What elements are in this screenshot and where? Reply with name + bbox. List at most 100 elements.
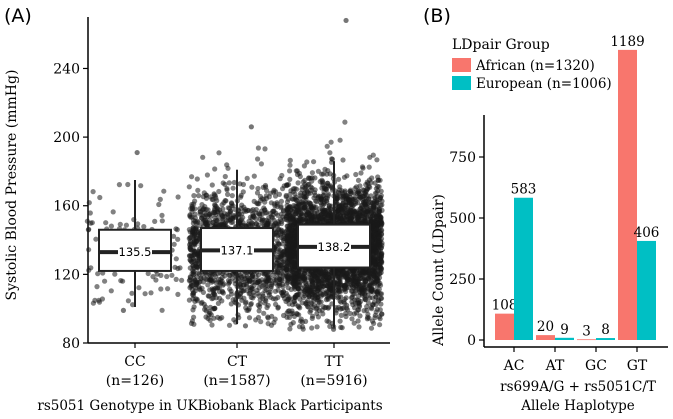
panel-a-point: [340, 157, 346, 163]
panel-a-point: [340, 207, 346, 213]
panel-a-point: [305, 219, 312, 225]
panel-a-point: [342, 119, 348, 125]
panel-a-point: [357, 183, 363, 189]
panel-a-point: [375, 241, 381, 247]
panel-a-point: [325, 193, 331, 199]
panel-a-point: [326, 219, 332, 225]
panel-a-point: [311, 159, 317, 165]
panel-a-point: [231, 179, 237, 186]
panel-a-point: [237, 181, 243, 187]
panel-a-point: [125, 181, 131, 188]
panel-a-point: [102, 278, 108, 284]
panel-a-point: [130, 302, 136, 308]
panel-a-point: [371, 215, 377, 222]
panel-a-point: [164, 273, 170, 280]
panel-a-point: [203, 308, 209, 314]
panel-a-point-min: [120, 307, 127, 313]
panel-a-point: [320, 218, 326, 224]
panel-a-point: [352, 305, 358, 311]
panel-a-point: [374, 198, 380, 204]
panel-a-point: [351, 320, 357, 326]
panel-a-point: [315, 314, 321, 320]
panel-a-point: [220, 222, 226, 228]
panel-a-point: [324, 143, 330, 149]
panel-a-point: [296, 291, 302, 298]
panel-a-point: [108, 223, 114, 229]
panel-a-point: [258, 319, 264, 325]
panel-a-point: [279, 172, 285, 179]
panel-a-point: [212, 166, 218, 172]
panel-a-point: [309, 325, 315, 331]
panel-a-point: [292, 186, 298, 192]
panel-a-point: [212, 305, 218, 312]
panel-a-point: [342, 188, 348, 194]
panel-a-point: [306, 293, 312, 299]
panel-a-point: [305, 209, 311, 216]
panel-a-point: [225, 191, 231, 197]
panel-a-y-tick-label: 80: [62, 336, 80, 352]
panel-a-point: [347, 190, 353, 197]
panel-a-point: [215, 314, 221, 320]
panel-a-point: [310, 206, 316, 212]
panel-a-point: [199, 299, 205, 305]
panel-a-point: [344, 278, 350, 284]
panel-a-point: [283, 298, 289, 304]
panel-a-point: [273, 301, 279, 307]
panel-a-point: [272, 296, 279, 302]
panel-a-point: [371, 258, 377, 264]
panel-b-legend: LDpair Group African (n=1320) European (…: [452, 37, 612, 92]
panel-a-point: [265, 321, 271, 327]
panel-a-point: [173, 256, 179, 262]
panel-a-point: [303, 301, 309, 307]
panel-a-point: [334, 194, 340, 200]
panel-a-point: [297, 201, 303, 207]
panel-a-point: [228, 219, 234, 225]
panel-a-point: [372, 205, 378, 212]
panel-a-point: [328, 270, 334, 277]
panel-a-point: [145, 270, 151, 277]
panel-a-point: [172, 264, 178, 270]
panel-a-point: [370, 152, 376, 158]
panel-a-point: [254, 200, 260, 206]
panel-a-point: [292, 227, 299, 233]
panel-a-point: [204, 172, 210, 178]
panel-a-point: [275, 287, 281, 293]
panel-a-point: [355, 318, 361, 324]
panel-a-point: [94, 284, 100, 290]
panel-a-box-CT: 137.1: [200, 169, 274, 325]
panel-a-point: [318, 283, 324, 289]
panel-a-point: [352, 196, 358, 202]
panel-a-point: [84, 218, 90, 224]
panel-a-point: [117, 221, 123, 227]
panel-a-point: [337, 318, 343, 324]
panel-a-point: [256, 308, 262, 314]
panel-a-point: [187, 253, 193, 259]
panel-a-point: [306, 181, 312, 187]
panel-a-point: [148, 290, 154, 296]
panel-a-point: [171, 233, 177, 239]
panel-a-point: [175, 194, 181, 200]
panel-a-point: [308, 307, 314, 313]
panel-a-point: [279, 290, 285, 296]
panel-a-point: [136, 285, 142, 291]
panel-a-point: [312, 269, 318, 275]
panel-b-bar-AC-european: [514, 197, 533, 340]
panel-a-point: [357, 313, 363, 319]
panel-a-y-tick-label: 200: [53, 130, 80, 146]
panel-a-point: [349, 299, 355, 305]
panel-a-point: [191, 268, 197, 275]
panel-a-point: [243, 305, 249, 311]
panel-b: (B) LDpair Group African (n=1320) Europe…: [423, 5, 668, 414]
panel-a-point: [270, 189, 277, 195]
panel-a-point: [192, 242, 198, 248]
panel-a-point: [366, 177, 373, 183]
panel-a-point: [254, 190, 261, 196]
panel-a-point: [363, 204, 369, 210]
panel-a-point: [247, 279, 253, 285]
panel-a-point: [229, 193, 235, 199]
panel-a-point: [169, 272, 175, 278]
panel-a-point: [368, 325, 375, 331]
panel-a-point: [344, 270, 350, 276]
panel-a-point: [253, 221, 259, 227]
panel-a-point: [284, 199, 291, 205]
